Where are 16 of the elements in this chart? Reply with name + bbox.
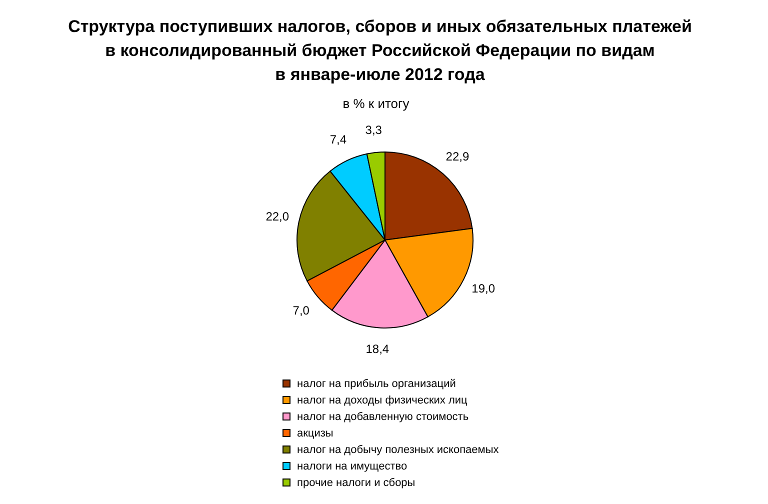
legend-label: налог на доходы физических лиц: [297, 394, 468, 406]
data-label: 18,4: [366, 342, 390, 356]
chart-title: Структура поступивших налогов, сборов и иных обязательных платежей в консолидированный бюджет Российской Федерации по видам в январе-июле 2012 года: [68, 17, 692, 84]
legend-label: прочие налоги и сборы: [297, 476, 416, 489]
data-label: 22,9: [446, 149, 470, 164]
chart-subtitle: в % к итогу: [342, 96, 410, 111]
legend-label: налог на добавленную стоимость: [297, 410, 469, 423]
legend-label: налог на добычу полезных ископаемых: [297, 444, 500, 456]
data-label: 7,4: [330, 132, 347, 147]
legend-label: налоги на имущество: [297, 460, 408, 472]
data-label: 3,3: [365, 122, 382, 137]
data-label: 7,0: [292, 303, 310, 318]
legend-label: акцизы: [297, 427, 334, 440]
data-label: 19,0: [472, 281, 496, 296]
legend-label: налог на прибыль организаций: [297, 378, 456, 390]
data-label: 22,0: [266, 210, 290, 224]
